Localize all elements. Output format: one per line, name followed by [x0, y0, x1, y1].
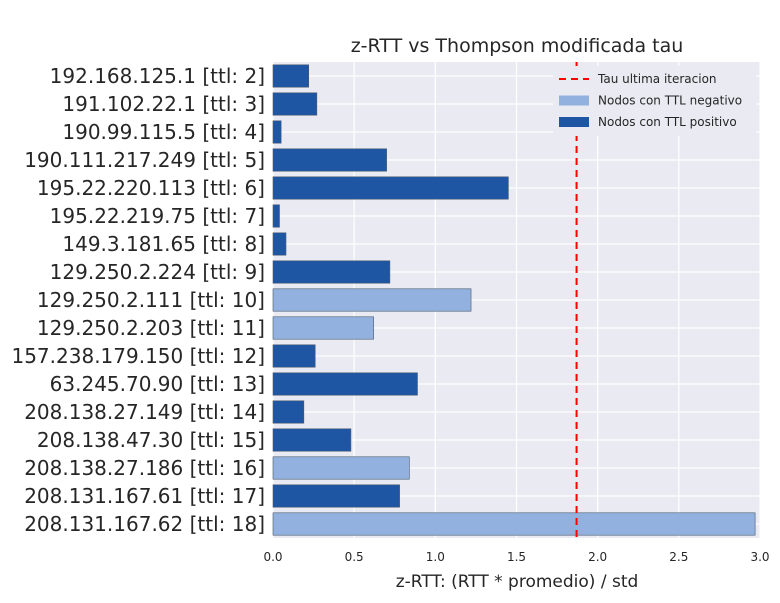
x-tick-label: 0.5 — [345, 550, 364, 564]
x-tick-label: 2.5 — [669, 550, 688, 564]
y-tick-label: 208.138.27.186 [ttl: 16] — [24, 456, 265, 480]
chart-title: z-RTT vs Thompson modificada tau — [351, 35, 684, 57]
bar — [272, 288, 472, 312]
y-tick-label: 208.131.167.62 [ttl: 18] — [24, 512, 265, 536]
y-tick-label: 195.22.219.75 [ttl: 7] — [50, 204, 265, 228]
bar — [272, 512, 756, 536]
y-tick-label: 208.138.27.149 [ttl: 14] — [24, 400, 265, 424]
bar — [272, 428, 352, 452]
bar — [272, 176, 509, 200]
bar — [272, 344, 316, 368]
y-tick-label: 149.3.181.65 [ttl: 8] — [62, 232, 265, 256]
legend-patch-swatch — [559, 117, 589, 127]
bar — [272, 260, 391, 284]
legend: Tau ultima iteracion Nodos con TTL negati… — [553, 66, 756, 136]
legend-label: Nodos con TTL negativo — [598, 94, 742, 108]
y-tick-label: 129.250.2.203 [ttl: 11] — [37, 316, 265, 340]
bar — [272, 120, 282, 144]
y-tick-label: 190.111.217.249 [ttl: 5] — [24, 148, 265, 172]
x-tick-label: 3.0 — [750, 550, 769, 564]
y-tick-label: 63.245.70.90 [ttl: 13] — [50, 372, 265, 396]
bar — [272, 316, 374, 340]
x-tick-label: 2.0 — [588, 550, 607, 564]
legend-label: Nodos con TTL positivo — [598, 115, 737, 129]
y-tick-label: 190.99.115.5 [ttl: 4] — [62, 120, 265, 144]
y-tick-labels: 192.168.125.1 [ttl: 2] 191.102.22.1 [ttl:… — [11, 64, 265, 536]
y-tick-label: 191.102.22.1 [ttl: 3] — [62, 92, 265, 116]
bar — [272, 456, 410, 480]
legend-patch-swatch — [559, 95, 589, 106]
y-tick-label: 129.250.2.224 [ttl: 9] — [50, 260, 265, 284]
bar — [272, 204, 280, 228]
y-tick-label: 195.22.220.113 [ttl: 6] — [37, 176, 265, 200]
y-tick-label: 208.131.167.61 [ttl: 17] — [24, 484, 265, 508]
x-tick-label: 1.0 — [426, 550, 445, 564]
bar — [272, 484, 400, 508]
y-tick-label: 157.238.179.150 [ttl: 12] — [11, 344, 265, 368]
bar — [272, 92, 318, 116]
bar — [272, 148, 387, 172]
x-tick-label: 0.0 — [263, 550, 282, 564]
legend-label: Tau ultima iteracion — [597, 72, 717, 86]
bars — [272, 64, 756, 536]
x-tick-label: 1.5 — [507, 550, 526, 564]
y-tick-label: 208.138.47.30 [ttl: 15] — [37, 428, 265, 452]
bar — [272, 372, 418, 396]
grid — [272, 62, 761, 538]
bar — [272, 400, 305, 424]
x-tick-labels: 0.0 0.5 1.0 1.5 2.0 2.5 3.0 — [263, 550, 769, 564]
x-axis-label: z-RTT: (RTT * promedio) / std — [396, 572, 639, 592]
bar — [272, 232, 287, 256]
y-tick-label: 129.250.2.111 [ttl: 10] — [37, 288, 265, 312]
y-tick-label: 192.168.125.1 [ttl: 2] — [50, 64, 265, 88]
bar — [272, 64, 310, 88]
